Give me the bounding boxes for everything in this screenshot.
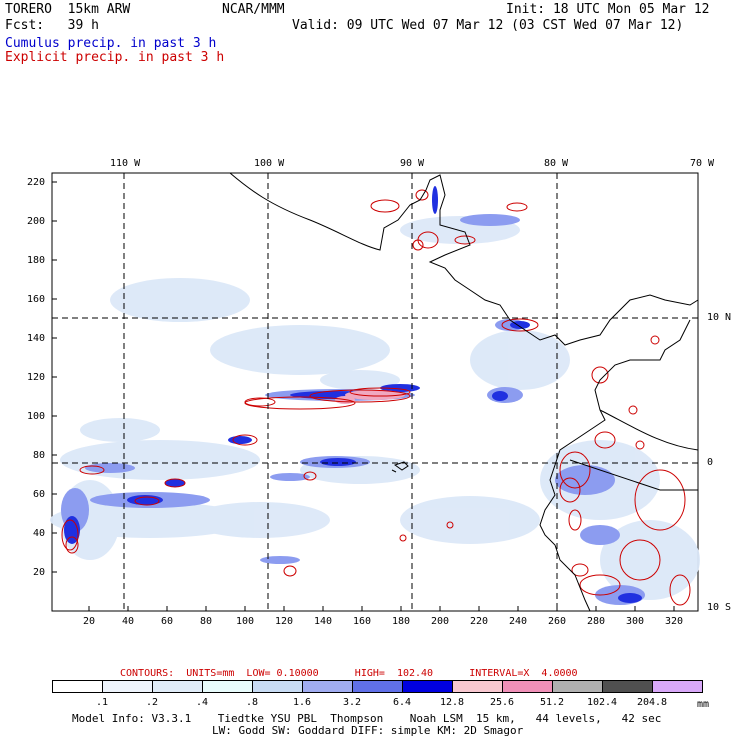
- x-tick: 20: [83, 616, 96, 627]
- axis-ticks: [52, 181, 675, 611]
- legend-swatch: [202, 680, 253, 693]
- y-tick: 160: [27, 294, 46, 305]
- y-tick: 20: [33, 567, 46, 578]
- legend-swatch: [602, 680, 653, 693]
- x-tick: 80: [200, 616, 213, 627]
- x-tick: 100: [236, 616, 255, 627]
- x-tick: 280: [587, 616, 606, 627]
- y-tick: 40: [33, 528, 46, 539]
- legend-label: 102.4: [586, 697, 618, 708]
- contours-info: CONTOURS: UNITS=mm LOW= 0.10000 HIGH= 10…: [120, 668, 578, 679]
- x-tick: 40: [122, 616, 135, 627]
- x-tick: 180: [392, 616, 411, 627]
- y-tick: 200: [27, 216, 46, 227]
- legend-swatch: [452, 680, 503, 693]
- x-tick: 300: [626, 616, 645, 627]
- legend-swatch: [502, 680, 553, 693]
- legend-label: .2: [145, 697, 159, 708]
- legend-swatch: [402, 680, 453, 693]
- legend-swatch: [152, 680, 203, 693]
- x-tick: 320: [665, 616, 684, 627]
- lat-label-0: 0: [707, 457, 714, 468]
- legend-label: 6.4: [392, 697, 412, 708]
- cumulus-light-areas: [50, 216, 700, 600]
- lon-label-110w: 110 W: [110, 158, 141, 169]
- y-tick: 180: [27, 255, 46, 266]
- legend-swatch: [252, 680, 303, 693]
- legend-label: 51.2: [539, 697, 565, 708]
- organization: NCAR/MMM: [222, 2, 285, 17]
- valid-time: Valid: 09 UTC Wed 07 Mar 12 (03 CST Wed …: [292, 18, 684, 33]
- legend-label: 204.8: [636, 697, 668, 708]
- y-tick: 220: [27, 177, 46, 188]
- field-explicit-title: Explicit precip. in past 3 h: [5, 50, 225, 65]
- init-time: Init: 18 UTC Mon 05 Mar 12: [506, 2, 710, 17]
- lon-label-70w: 70 W: [690, 158, 715, 169]
- model-name: TORERO 15km ARW: [5, 2, 131, 17]
- x-tick: 160: [353, 616, 372, 627]
- forecast-hour: Fcst: 39 h: [5, 18, 99, 33]
- x-tick: 240: [509, 616, 528, 627]
- physics-info: LW: Godd SW: Goddard DIFF: simple KM: 2D…: [212, 724, 524, 737]
- legend-swatch: [552, 680, 603, 693]
- y-tick: 120: [27, 372, 46, 383]
- x-tick: 220: [470, 616, 489, 627]
- x-tick: 120: [275, 616, 294, 627]
- x-tick: 200: [431, 616, 450, 627]
- y-tick: 60: [33, 489, 46, 500]
- x-tick: 60: [161, 616, 174, 627]
- y-tick: 100: [27, 411, 46, 422]
- x-tick: 140: [314, 616, 333, 627]
- y-tick: 80: [33, 450, 46, 461]
- coastlines: [229, 172, 699, 612]
- y-tick: 140: [27, 333, 46, 344]
- legend-label: 25.6: [489, 697, 515, 708]
- legend-swatch: [652, 680, 703, 693]
- legend-swatch: [352, 680, 403, 693]
- lat-label-10n: 10 N: [707, 312, 732, 323]
- legend-swatch: [302, 680, 353, 693]
- legend-swatch: [102, 680, 153, 693]
- legend-label: .8: [245, 697, 259, 708]
- explicit-contours: [61, 189, 691, 606]
- lat-label-10s: 10 S: [707, 602, 732, 613]
- x-tick: 260: [548, 616, 567, 627]
- field-cumulus-title: Cumulus precip. in past 3 h: [5, 36, 217, 51]
- lon-label-90w: 90 W: [400, 158, 425, 169]
- legend-label: .4: [195, 697, 209, 708]
- legend-swatch: [52, 680, 103, 693]
- legend-unit: mm: [697, 699, 710, 710]
- lon-label-100w: 100 W: [254, 158, 285, 169]
- model-info: Model Info: V3.3.1 Tiedtke YSU PBL Thomp…: [72, 712, 662, 725]
- legend-label: .1: [95, 697, 109, 708]
- legend-label: 1.6: [292, 697, 312, 708]
- lon-label-80w: 80 W: [544, 158, 569, 169]
- legend-label: 3.2: [342, 697, 362, 708]
- grid-lines: [52, 173, 698, 611]
- legend-label: 12.8: [439, 697, 465, 708]
